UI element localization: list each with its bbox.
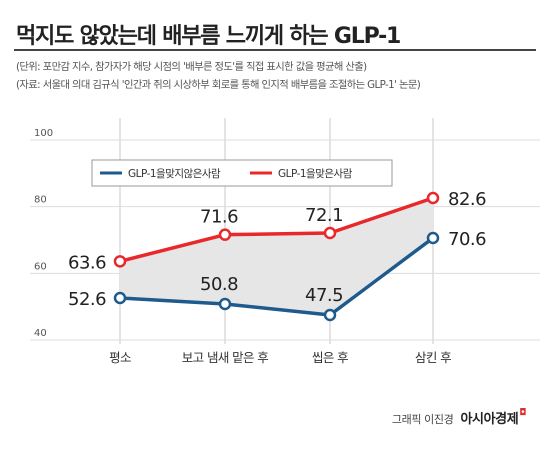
gap-area: [120, 198, 433, 315]
chart-title: 먹지도 않았는데 배부름 느끼게 하는 GLP-1: [16, 24, 401, 49]
brand-mark-icon: ◘: [519, 408, 526, 418]
data-label: 72.1: [305, 205, 343, 226]
data-label: 82.6: [448, 189, 486, 210]
x-tick-label: 보고 냄새 맡은 후: [182, 350, 269, 365]
x-tick-label: 평소: [109, 350, 131, 365]
data-point: [218, 228, 232, 241]
data-label: 63.6: [68, 252, 106, 273]
graphic-credit: 그래픽 이진경: [391, 413, 454, 426]
x-tick-label: 씹은 후: [312, 350, 348, 365]
y-tick-label: 60: [34, 261, 47, 272]
data-label: 70.6: [448, 229, 486, 250]
legend-label: GLP-1을맞지않은사람: [128, 167, 221, 180]
data-label: 50.8: [200, 274, 238, 295]
series-line: [119, 236, 435, 317]
y-tick-label: 100: [34, 128, 53, 139]
source-note: (자료: 서울대 의대 김규식 '인간과 쥐의 시상하부 회로를 통해 인지적 …: [16, 79, 421, 91]
unit-note: (단위: 포만감 지수, 참가자가 해당 시점의 '배부른 정도'를 직접 표시…: [16, 61, 367, 73]
data-label: 71.6: [200, 207, 238, 228]
y-tick-label: 40: [34, 328, 47, 339]
data-label: 52.6: [68, 289, 106, 310]
brand-logo: 아시아경제: [460, 412, 519, 427]
data-point: [323, 226, 337, 240]
data-point: [113, 291, 127, 305]
x-tick-label: 삼킨 후: [415, 350, 451, 365]
data-point: [323, 308, 337, 322]
credit-line: 그래픽 이진경 아시아경제◘: [392, 408, 526, 427]
data-point: [218, 297, 232, 311]
series-line: [119, 196, 434, 264]
data-label: 47.5: [305, 285, 343, 306]
data-point: [426, 191, 440, 205]
data-point: [113, 255, 127, 268]
y-tick-label: 80: [34, 195, 47, 206]
data-point: [426, 231, 440, 245]
legend-box: [91, 159, 393, 187]
legend-label: GLP-1을맞은사람: [278, 167, 353, 180]
title-divider: [14, 49, 536, 51]
